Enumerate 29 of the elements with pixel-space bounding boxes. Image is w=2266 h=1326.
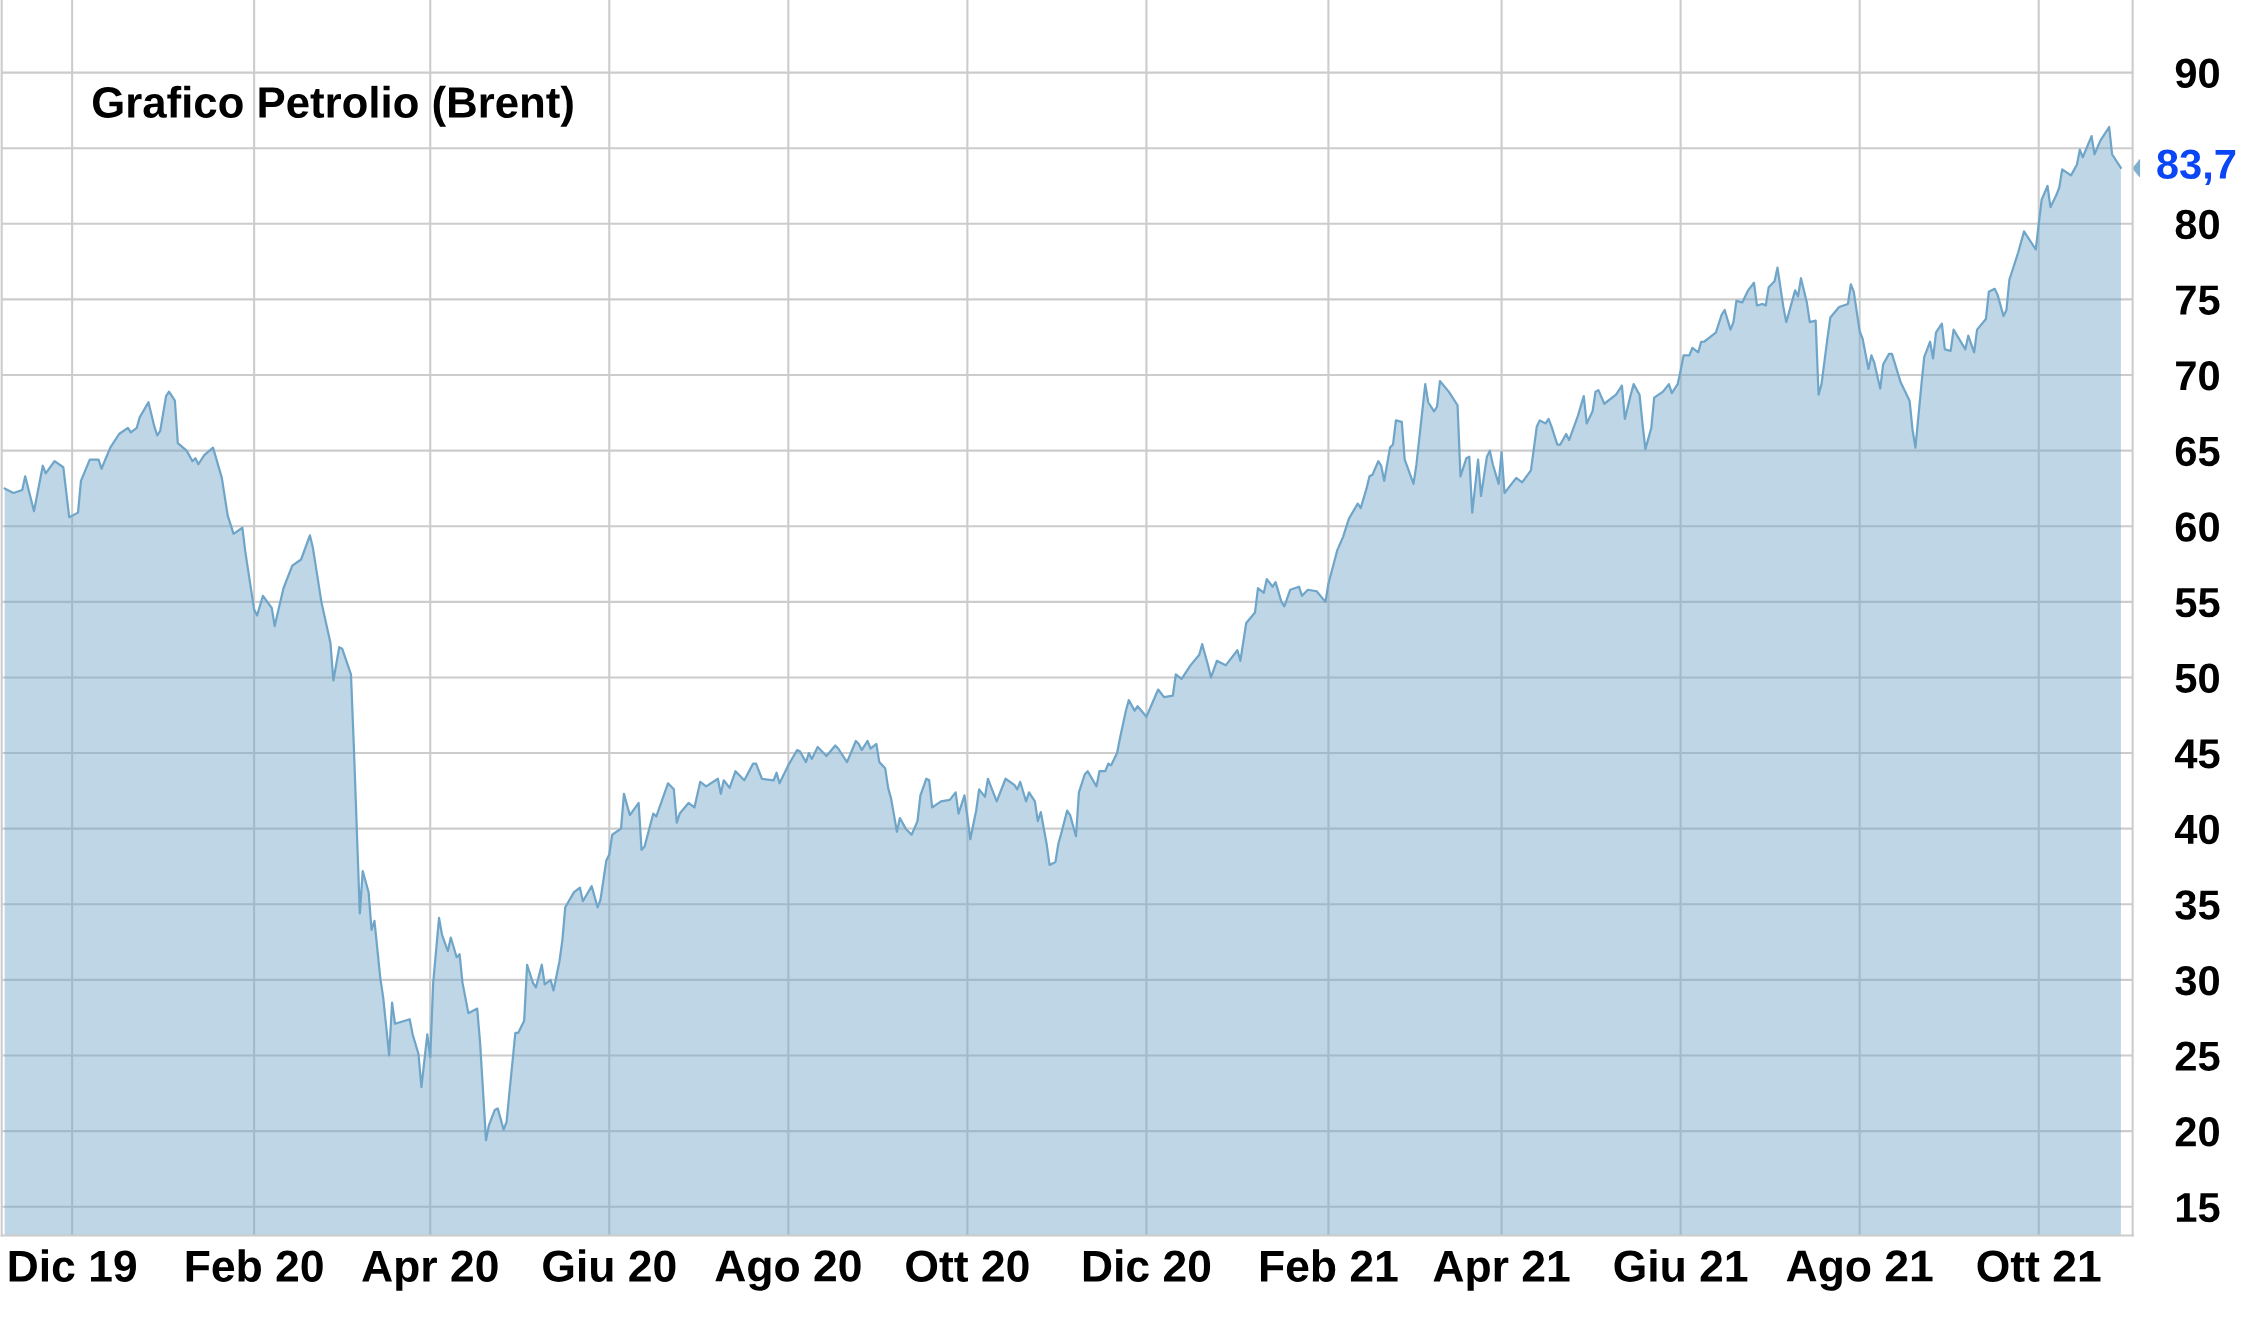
x-tick-label: Feb 20 bbox=[186, 1249, 323, 1282]
x-tick-label: Giu 20 bbox=[543, 1249, 676, 1282]
x-tick-label: Ago 20 bbox=[715, 1250, 861, 1291]
x-tick-label: Ott 21 bbox=[1977, 1250, 2101, 1282]
annotation: 83,7 bbox=[2157, 149, 2236, 186]
x-tick-label: Dic 20 bbox=[1083, 1249, 1211, 1282]
x-tick-label: Feb 21 bbox=[1260, 1249, 1398, 1282]
y-tick-label: 30 bbox=[2175, 965, 2219, 996]
y-tick-label: 65 bbox=[2175, 436, 2220, 467]
x-tick-label: Dic 19 bbox=[9, 1249, 136, 1282]
y-tick-label: 50 bbox=[2175, 663, 2219, 693]
y-tick-label: 55 bbox=[2175, 588, 2220, 618]
x-tick-label: Apr 21 bbox=[1433, 1250, 1570, 1291]
y-tick-label: 15 bbox=[2176, 1193, 2220, 1223]
y-tick-label: 60 bbox=[2175, 512, 2219, 542]
y-tick-label: 90 bbox=[2175, 58, 2219, 89]
x-tick-label: Ago 21 bbox=[1786, 1250, 1933, 1291]
y-tick-label: 20 bbox=[2175, 1117, 2219, 1147]
y-tick-label: 25 bbox=[2175, 1041, 2220, 1071]
y-tick-label: 35 bbox=[2175, 890, 2220, 920]
x-tick-label: Apr 20 bbox=[362, 1250, 498, 1291]
text: Grafico Petrolio (Brent) bbox=[93, 85, 573, 127]
y-tick-label: 75 bbox=[2176, 285, 2220, 315]
y-tick-label: 70 bbox=[2176, 361, 2219, 391]
y-tick-label: 45 bbox=[2174, 739, 2220, 769]
y-tick-label: 40 bbox=[2174, 814, 2219, 845]
y-tick-label: 80 bbox=[2175, 209, 2219, 240]
x-tick-label: Ott 20 bbox=[906, 1250, 1029, 1282]
x-tick-label: Giu 21 bbox=[1614, 1249, 1748, 1282]
